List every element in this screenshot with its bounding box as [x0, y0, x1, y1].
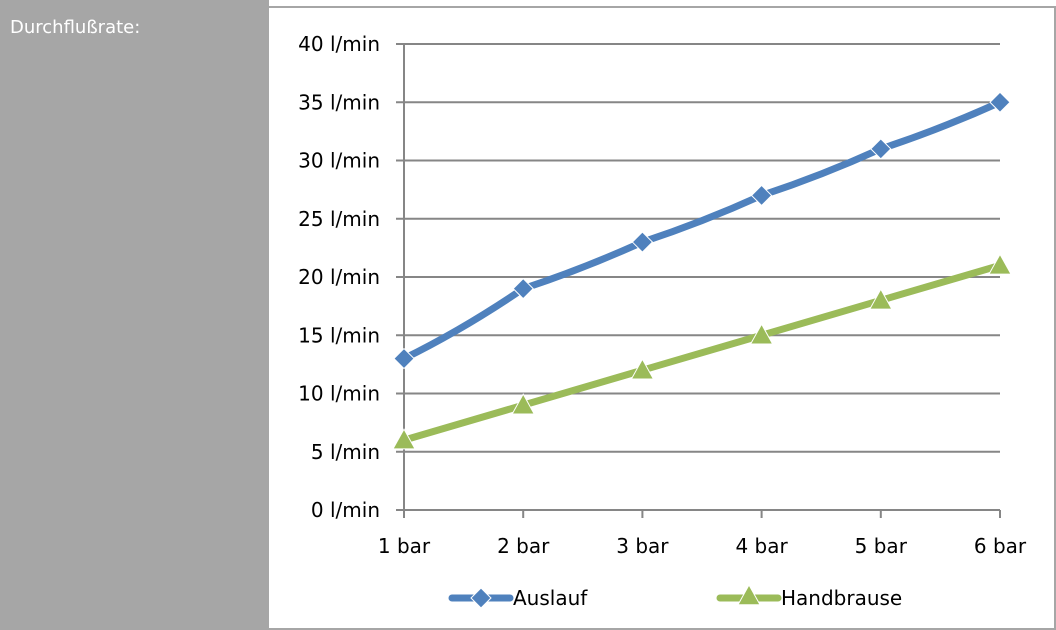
y-tick-label: 25 l/min [298, 207, 380, 231]
legend-marker [737, 583, 761, 606]
y-tick-label: 35 l/min [298, 90, 380, 114]
series-handbrause [392, 253, 1012, 450]
data-point-auslauf [631, 231, 654, 253]
y-tick-label: 0 l/min [311, 498, 380, 522]
legend-marker [470, 587, 492, 609]
x-tick-label: 4 bar [735, 534, 788, 558]
x-tick-label: 2 bar [497, 534, 550, 558]
x-tick-label: 3 bar [616, 534, 669, 558]
series-auslauf [393, 91, 1011, 370]
y-tick-labels: 0 l/min 5 l/min 10 l/min 15 l/min 20 l/min 25… [298, 32, 380, 522]
x-tick-label: 1 bar [378, 534, 431, 558]
field-label: Durchflußrate: [10, 17, 141, 38]
data-point-handbrause [868, 288, 893, 310]
legend-item-auslauf: Auslauf [448, 586, 588, 610]
data-point-auslauf [870, 138, 892, 160]
series-line-handbrause [400, 261, 1004, 444]
x-tick-label: 5 bar [855, 534, 908, 558]
right-divider [1054, 6, 1056, 630]
y-tick-label: 15 l/min [298, 323, 380, 347]
series-line-auslauf [400, 98, 1004, 363]
data-point-handbrause [511, 393, 536, 415]
grid-lines [404, 43, 1000, 453]
data-point-auslauf [750, 184, 773, 207]
data-point-auslauf [512, 277, 534, 300]
legend-item-handbrause: Handbrause [716, 583, 902, 610]
data-point-handbrause [749, 323, 774, 345]
series-lines [392, 91, 1012, 450]
data-point-handbrause [392, 428, 416, 450]
data-point-auslauf [393, 347, 415, 370]
data-point-auslauf [989, 91, 1011, 113]
y-tick-label: 10 l/min [298, 382, 380, 406]
x-tick-label: 6 bar [974, 534, 1027, 558]
y-tick-label: 40 l/min [298, 32, 380, 56]
legend-label: Auslauf [513, 586, 588, 610]
legend-label: Handbrause [781, 586, 902, 610]
legend: Auslauf Handbrause [448, 583, 902, 610]
data-point-handbrause [988, 253, 1012, 275]
bottom-divider [269, 628, 1056, 630]
data-point-handbrause [630, 358, 655, 380]
y-tick-label: 20 l/min [298, 265, 380, 289]
axes [396, 43, 1001, 518]
x-tick-labels: 1 bar 2 bar 3 bar 4 bar 5 bar 6 bar [378, 534, 1027, 558]
label-column: Durchflußrate: [0, 0, 269, 630]
y-tick-label: 5 l/min [311, 440, 380, 464]
top-divider [269, 6, 1056, 8]
y-tick-label: 30 l/min [298, 149, 380, 173]
